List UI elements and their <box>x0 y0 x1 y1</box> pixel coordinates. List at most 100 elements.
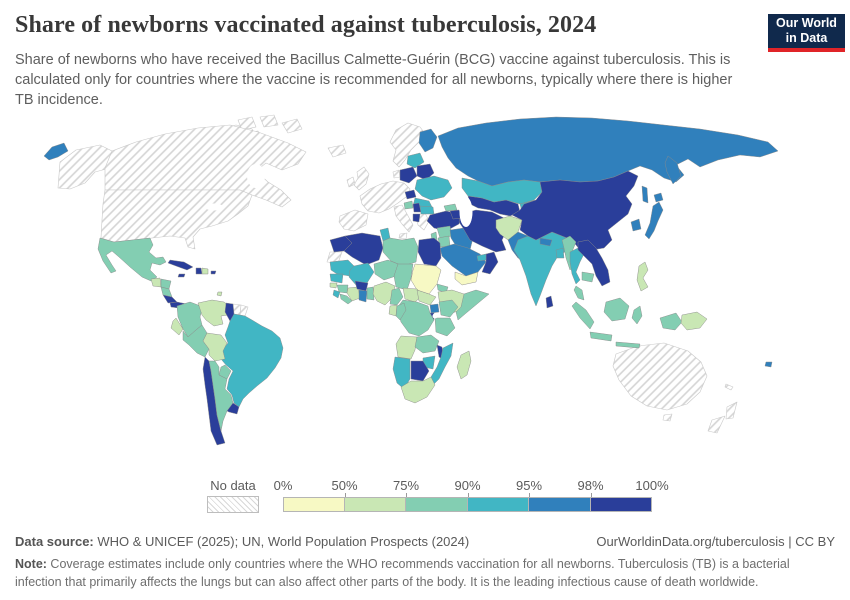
map-region-denmark[interactable] <box>392 169 401 179</box>
legend-no-data-swatch[interactable] <box>207 496 259 513</box>
map-region-nicaragua[interactable] <box>160 286 173 298</box>
map-region-ukraine[interactable] <box>414 175 453 201</box>
map-region-west-papua[interactable] <box>659 312 683 331</box>
map-region-arctic2[interactable] <box>259 114 279 128</box>
map-region-arctic1[interactable] <box>237 116 257 131</box>
map-region-angola[interactable] <box>395 335 418 360</box>
map-region-french-guiana[interactable] <box>239 304 249 317</box>
map-region-cameroon[interactable] <box>389 287 404 306</box>
map-region-iceland[interactable] <box>327 144 347 158</box>
map-region-nz-south[interactable] <box>707 415 726 434</box>
map-region-lesser-sunda[interactable] <box>615 341 641 349</box>
map-region-malaysia[interactable] <box>573 285 585 301</box>
map-region-hokkaido[interactable] <box>653 192 664 203</box>
owid-logo[interactable]: Our World in Data <box>768 14 845 52</box>
map-region-usa[interactable] <box>100 189 253 250</box>
map-region-japan[interactable] <box>644 201 664 240</box>
map-region-yemen[interactable] <box>454 271 479 286</box>
map-region-senegal-gambia[interactable] <box>329 273 344 284</box>
map-region-guinea-bissau[interactable] <box>329 282 338 289</box>
map-region-congo[interactable] <box>395 302 407 321</box>
map-region-south-africa[interactable] <box>400 376 436 404</box>
map-region-guatemala[interactable] <box>150 277 162 288</box>
map-region-ecuador[interactable] <box>170 317 184 336</box>
map-region-uk[interactable] <box>353 166 370 191</box>
map-region-albania-macedonia[interactable] <box>412 213 421 223</box>
map-region-mozambique[interactable] <box>430 342 454 386</box>
map-region-nz-north[interactable] <box>725 401 738 420</box>
map-region-kenya[interactable] <box>438 299 459 318</box>
map-region-south-korea[interactable] <box>630 218 642 232</box>
map-region-arctic3[interactable] <box>281 118 303 134</box>
map-region-liberia[interactable] <box>339 293 353 305</box>
map-region-java[interactable] <box>589 331 613 342</box>
map-region-tasmania[interactable] <box>662 413 673 422</box>
map-region-sulawesi[interactable] <box>631 305 643 325</box>
owid-link[interactable]: OurWorldinData.org/tuberculosis | CC BY <box>596 534 835 549</box>
map-region-vietnam-laos[interactable] <box>577 239 611 287</box>
legend-swatch-0-50[interactable] <box>283 497 345 512</box>
map-region-haiti[interactable] <box>195 267 203 275</box>
map-region-suriname[interactable] <box>232 303 242 316</box>
map-region-uruguay[interactable] <box>226 402 240 415</box>
map-region-bulgaria[interactable] <box>419 205 435 215</box>
map-region-botswana[interactable] <box>410 360 430 382</box>
map-region-tanzania[interactable] <box>434 317 456 337</box>
map-region-fiji[interactable] <box>764 361 773 368</box>
legend-swatch-90-95[interactable] <box>467 497 529 512</box>
map-region-uae-qatar[interactable] <box>476 253 487 262</box>
map-region-iberia[interactable] <box>338 209 369 232</box>
map-region-togo-benin[interactable] <box>366 286 375 301</box>
map-region-russia[interactable] <box>437 116 779 187</box>
map-region-puerto-rico[interactable] <box>210 270 217 275</box>
map-region-georgia[interactable] <box>443 203 458 212</box>
map-region-zambia[interactable] <box>414 334 440 354</box>
map-region-ireland[interactable] <box>346 176 356 188</box>
map-region-papua-new-guinea[interactable] <box>680 311 708 331</box>
map-region-cambodia[interactable] <box>581 271 595 283</box>
legend-swatch-50-75[interactable] <box>344 497 406 512</box>
map-region-bangladesh[interactable] <box>555 247 565 259</box>
map-region-syria[interactable] <box>436 225 453 239</box>
map-region-egypt[interactable] <box>417 237 442 267</box>
map-region-algeria[interactable] <box>343 232 384 266</box>
legend-swatch-75-90[interactable] <box>406 497 468 512</box>
map-region-somalia[interactable] <box>455 289 490 321</box>
map-region-sumatra[interactable] <box>571 301 595 330</box>
map-region-nigeria[interactable] <box>372 281 396 306</box>
map-region-nepal[interactable] <box>539 237 553 247</box>
map-region-italy[interactable] <box>393 204 414 233</box>
map-region-hungary[interactable] <box>404 189 417 200</box>
map-region-sierra-leone[interactable] <box>332 289 341 299</box>
map-region-madagascar[interactable] <box>456 350 472 380</box>
map-region-new-caledonia[interactable] <box>724 383 734 391</box>
legend-swatch-98-100[interactable] <box>590 497 652 512</box>
map-region-mexico[interactable] <box>97 237 167 282</box>
map-region-uganda[interactable] <box>429 303 440 314</box>
map-region-trinidad[interactable] <box>216 291 223 297</box>
map-region-poland[interactable] <box>399 166 418 184</box>
map-region-bosnia[interactable] <box>403 200 414 210</box>
map-region-bolivia[interactable] <box>202 332 228 362</box>
map-region-west-europe[interactable] <box>359 180 411 214</box>
map-region-jamaica[interactable] <box>177 273 186 278</box>
map-region-sakhalin[interactable] <box>641 185 649 204</box>
map-region-sri-lanka[interactable] <box>545 295 554 309</box>
map-region-gabon[interactable] <box>388 304 398 317</box>
map-region-borneo[interactable] <box>603 297 630 322</box>
map-region-south-sudan[interactable] <box>416 289 437 306</box>
map-region-chad[interactable] <box>393 263 414 291</box>
map-region-dominican-republic[interactable] <box>201 267 209 275</box>
map-region-philippines[interactable] <box>636 261 649 292</box>
map-region-chukotka-west[interactable] <box>43 142 69 161</box>
map-region-ghana[interactable] <box>358 289 368 303</box>
legend-swatch-95-98[interactable] <box>529 497 591 512</box>
map-region-kamchatka[interactable] <box>664 155 682 185</box>
map-region-baltics[interactable] <box>406 152 425 169</box>
map-region-australia[interactable] <box>612 342 708 411</box>
map-region-kazakhstan[interactable] <box>461 177 543 205</box>
map-region-belarus[interactable] <box>416 163 435 181</box>
map-region-libya[interactable] <box>382 237 419 267</box>
map-region-scandinavia[interactable] <box>389 122 427 168</box>
map-region-brazil[interactable] <box>220 313 284 408</box>
